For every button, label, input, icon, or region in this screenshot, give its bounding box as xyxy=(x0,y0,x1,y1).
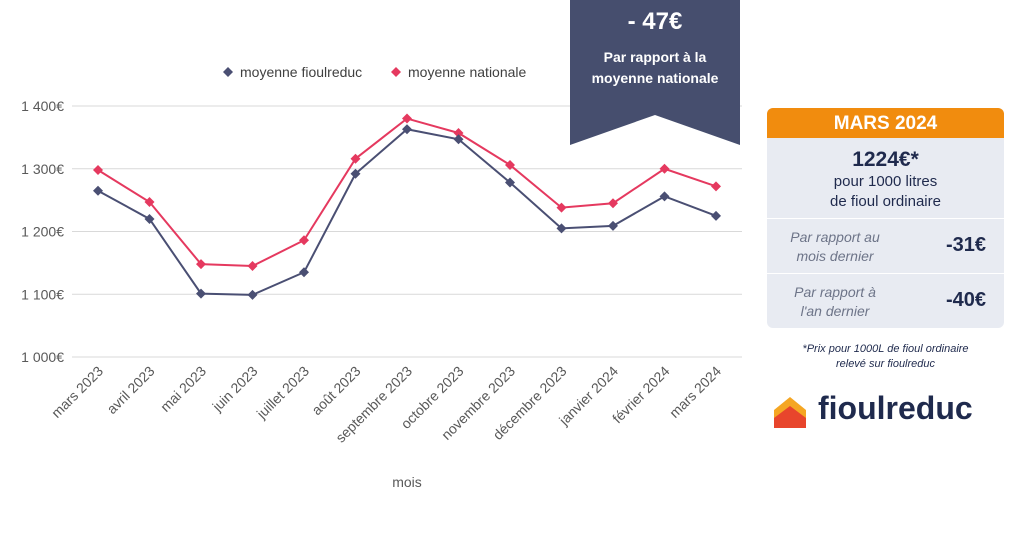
legend-marker xyxy=(391,67,401,77)
data-point xyxy=(453,134,464,145)
data-point xyxy=(608,198,618,209)
fioulreduc-logo: fioulreduc xyxy=(772,390,1012,432)
card-price: 1224€* xyxy=(852,148,919,171)
legend-label: moyenne nationale xyxy=(408,64,527,80)
difference-badge: - 47€ Par rapport à la moyenne nationale xyxy=(570,0,740,145)
badge-caption: Par rapport à la moyenne nationale xyxy=(570,47,740,89)
row-label-line2: mois dernier xyxy=(796,248,874,264)
row-label-line1: Par rapport à xyxy=(794,284,876,300)
data-point xyxy=(93,185,103,196)
data-point xyxy=(556,223,567,234)
data-point xyxy=(711,210,721,221)
badge-value: - 47€ xyxy=(627,8,683,35)
x-tick-label: mars 2023 xyxy=(48,363,106,421)
data-point xyxy=(350,153,361,164)
logo-text: fioulreduc xyxy=(818,390,973,426)
house-flame-icon xyxy=(774,397,806,428)
series-line xyxy=(97,128,717,296)
x-tick-label: mai 2023 xyxy=(157,363,209,415)
card-row-year: Par rapport à l'an dernier -40€ xyxy=(767,273,1004,328)
data-point xyxy=(711,181,721,192)
badge-shape xyxy=(570,0,740,145)
y-tick-label: 1 200€ xyxy=(21,224,64,240)
row-label-line1: Par rapport au xyxy=(790,229,880,245)
card-desc-line2: de fioul ordinaire xyxy=(830,193,941,210)
x-tick-label: juin 2023 xyxy=(208,363,260,415)
x-tick-label: avril 2023 xyxy=(103,363,157,417)
legend-marker xyxy=(223,67,233,77)
data-point xyxy=(247,289,258,300)
card-main: 1224€* pour 1000 litres de fioul ordinai… xyxy=(767,138,1004,218)
data-point xyxy=(659,163,670,174)
data-point xyxy=(93,165,103,176)
row-label-line2: l'an dernier xyxy=(800,303,870,319)
card-row-month: Par rapport au mois dernier -31€ xyxy=(767,218,1004,273)
data-point xyxy=(556,202,567,213)
legend-label: moyenne fioulreduc xyxy=(240,64,362,80)
data-point xyxy=(299,267,309,278)
data-point xyxy=(659,191,670,202)
data-point xyxy=(402,113,412,124)
footnote: *Prix pour 1000L de fioul ordinaire rele… xyxy=(767,342,1004,372)
badge-caption-line1: Par rapport à la xyxy=(603,49,707,65)
row-value: -31€ xyxy=(945,234,986,256)
y-tick-label: 1 300€ xyxy=(21,161,64,177)
x-tick-label: mars 2024 xyxy=(666,363,724,421)
x-tick-label: juillet 2023 xyxy=(253,363,313,423)
y-tick-label: 1 000€ xyxy=(21,349,64,365)
data-point xyxy=(144,197,155,208)
y-tick-label: 1 400€ xyxy=(21,98,64,114)
data-point xyxy=(350,168,361,179)
data-point xyxy=(402,124,412,135)
row-label: Par rapport à l'an dernier xyxy=(775,283,895,321)
data-point xyxy=(505,159,515,170)
data-point xyxy=(505,177,515,188)
data-point xyxy=(196,288,206,299)
row-label: Par rapport au mois dernier xyxy=(775,228,895,266)
data-point xyxy=(608,220,618,231)
price-card: MARS 2024 1224€* pour 1000 litres de fio… xyxy=(767,108,1004,328)
data-point xyxy=(299,235,309,246)
line-chart: 1 000€ 1 100€ 1 200€ 1 300€ 1 400€ mars 2023a… xyxy=(21,64,742,490)
data-point xyxy=(196,259,206,270)
y-tick-label: 1 100€ xyxy=(21,286,64,302)
card-desc-line1: pour 1000 litres xyxy=(833,173,938,190)
data-point xyxy=(247,261,258,272)
card-title: MARS 2024 xyxy=(767,108,1004,138)
row-value: -40€ xyxy=(945,289,986,311)
footnote-line1: *Prix pour 1000L de fioul ordinaire xyxy=(802,343,969,355)
data-point xyxy=(144,213,155,224)
data-point xyxy=(453,127,464,138)
badge-caption-line2: moyenne nationale xyxy=(591,70,719,86)
x-axis-label: mois xyxy=(392,474,422,490)
footnote-line2: relevé sur fioulreduc xyxy=(835,358,936,370)
